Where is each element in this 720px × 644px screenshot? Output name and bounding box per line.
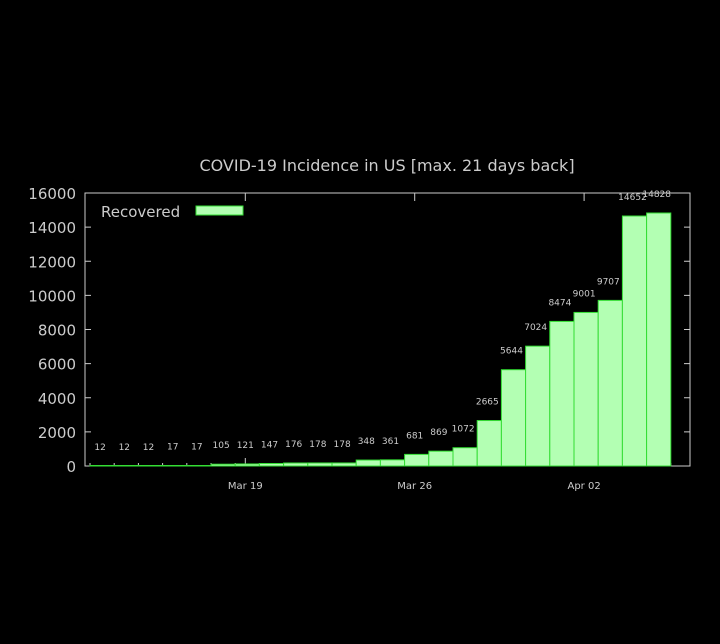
y-tick-label: 0 xyxy=(66,458,76,476)
bar xyxy=(234,463,260,467)
bar xyxy=(452,447,478,467)
bar xyxy=(355,459,381,467)
y-tick-label: 16000 xyxy=(28,185,76,203)
bar-value-label: 2665 xyxy=(476,398,499,408)
bar-value-label: 5644 xyxy=(500,347,523,357)
bar xyxy=(283,462,309,467)
bar-value-label: 1072 xyxy=(452,425,475,435)
y-axis: 0 2000 4000 6000 8000 10000 12000 14000 16000 xyxy=(28,185,690,476)
bar-value-label: 121 xyxy=(237,441,254,451)
bar-value-label: 9707 xyxy=(597,277,620,287)
bar-value-label: 681 xyxy=(406,431,423,441)
bar xyxy=(331,462,357,467)
bar-value-label: 147 xyxy=(261,440,278,450)
y-tick-label: 10000 xyxy=(28,287,76,305)
bar-value-label: 9001 xyxy=(573,289,596,299)
bar xyxy=(549,320,575,467)
legend-swatch xyxy=(195,205,244,216)
bar xyxy=(186,465,212,467)
bar-value-label: 176 xyxy=(285,440,302,450)
bar-value-label: 178 xyxy=(309,440,326,450)
bar-value-label: 17 xyxy=(167,443,178,453)
bar xyxy=(476,420,502,467)
x-tick-label: Mar 26 xyxy=(397,481,432,492)
bar xyxy=(379,459,406,467)
chart-title: COVID-19 Incidence in US [max. 21 days b… xyxy=(199,156,574,175)
bar-value-label: 7024 xyxy=(524,323,547,333)
bar-value-label: 8474 xyxy=(548,298,571,308)
bar xyxy=(307,462,333,467)
bar-value-label: 14828 xyxy=(642,190,671,200)
y-tick-label: 2000 xyxy=(38,424,76,442)
bar xyxy=(258,462,285,467)
bar-value-label: 12 xyxy=(94,443,105,453)
bar-value-label: 17 xyxy=(191,443,202,453)
y-tick-label: 12000 xyxy=(28,253,76,271)
y-tick-label: 6000 xyxy=(38,356,76,374)
bar xyxy=(404,453,430,467)
bar xyxy=(137,465,164,467)
y-tick-label: 14000 xyxy=(28,219,76,237)
x-tick-label: Mar 19 xyxy=(228,481,263,492)
bar-value-label: 361 xyxy=(382,437,399,447)
bar xyxy=(573,311,599,467)
data-labels: 12 12 12 17 17 105 121 147 176 178 178 348 361 681 869… xyxy=(94,190,671,453)
bar-value-label: 178 xyxy=(334,440,351,450)
bar xyxy=(500,369,527,467)
bar xyxy=(428,450,454,467)
bar xyxy=(210,463,236,467)
bar-series xyxy=(89,212,672,467)
bar-value-label: 12 xyxy=(143,443,154,453)
legend-label: Recovered xyxy=(101,203,180,221)
bar xyxy=(89,465,115,467)
bar-value-label: 869 xyxy=(430,428,447,438)
bar xyxy=(646,212,672,467)
bar-value-label: 105 xyxy=(213,441,230,451)
bar-value-label: 14652 xyxy=(618,193,647,203)
bar-value-label: 348 xyxy=(358,437,375,447)
bar xyxy=(162,465,188,467)
y-tick-label: 8000 xyxy=(38,322,76,340)
bar xyxy=(621,215,648,467)
y-tick-label: 4000 xyxy=(38,390,76,408)
bar-value-label: 12 xyxy=(119,443,130,453)
bar xyxy=(525,345,551,467)
x-tick-label: Apr 02 xyxy=(567,481,600,492)
bar xyxy=(113,465,139,467)
bar xyxy=(597,299,623,467)
legend: Recovered xyxy=(101,203,244,221)
